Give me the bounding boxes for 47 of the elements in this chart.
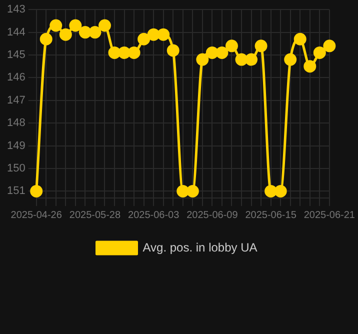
point — [186, 184, 199, 198]
point — [108, 46, 121, 59]
legend-label: Avg. pos. in lobby UA — [142, 240, 258, 254]
point — [304, 60, 316, 73]
y-tick-label: 144 — [6, 26, 26, 38]
point — [40, 32, 52, 46]
point — [128, 46, 140, 59]
point — [30, 184, 43, 198]
point — [323, 40, 336, 52]
point — [235, 53, 248, 66]
point — [138, 32, 150, 46]
x-tick-label: 2025-05-28 — [69, 210, 121, 221]
point — [147, 28, 160, 41]
point — [196, 53, 209, 66]
point — [50, 19, 62, 32]
y-tick-label: 148 — [6, 117, 26, 130]
y-tick-label: 147 — [6, 94, 26, 106]
point — [264, 184, 278, 198]
point — [216, 46, 228, 59]
point — [88, 26, 102, 39]
y-tick-label: 150 — [6, 162, 26, 175]
y-tick-label: 151 — [6, 185, 26, 198]
y-tick-label: 143 — [6, 4, 26, 16]
x-tick-label: 2025-06-03 — [128, 210, 180, 221]
point — [166, 44, 180, 57]
point — [294, 32, 306, 46]
point — [254, 40, 268, 52]
point — [176, 184, 190, 198]
point — [98, 19, 111, 32]
point — [313, 46, 326, 59]
point — [69, 19, 82, 32]
x-tick-label: 2025-06-09 — [186, 210, 238, 221]
point — [206, 46, 218, 59]
point — [245, 53, 258, 66]
x-tick-label: 2025-06-15 — [245, 210, 297, 221]
point — [157, 28, 170, 41]
point — [118, 46, 131, 59]
point — [78, 26, 92, 39]
point — [274, 184, 287, 198]
y-tick-label: 145 — [6, 49, 26, 62]
y-tick-label: 146 — [6, 72, 26, 84]
point — [225, 40, 238, 52]
point — [284, 53, 297, 66]
x-tick-label: 2025-04-26 — [10, 210, 62, 221]
point — [59, 28, 72, 41]
x-tick-label: 2025-06-21 — [304, 210, 356, 221]
y-tick-label: 149 — [6, 140, 26, 152]
